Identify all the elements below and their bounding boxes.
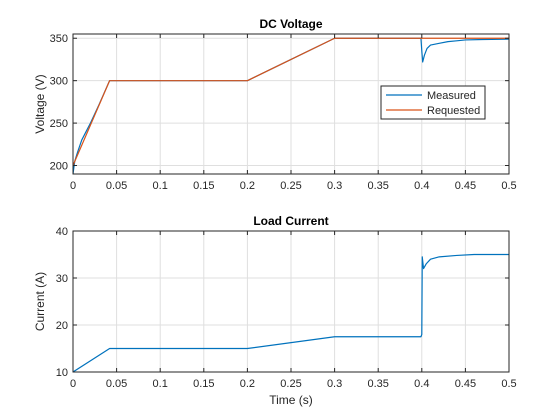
voltage-xtick-label: 0.45 xyxy=(455,180,476,192)
voltage-ylabel: Voltage (V) xyxy=(33,74,47,133)
current-title: Load Current xyxy=(253,214,328,228)
voltage-legend-box xyxy=(380,85,486,120)
voltage-xtick-label: 0.05 xyxy=(106,180,127,192)
current-xtick-label: 0.05 xyxy=(106,378,127,390)
voltage-xtick-label: 0 xyxy=(70,180,76,192)
voltage-ytick-label: 300 xyxy=(50,76,68,88)
current-xtick-label: 0.45 xyxy=(455,378,476,390)
current-xtick-label: 0.2 xyxy=(240,378,255,390)
voltage-xtick-label: 0.15 xyxy=(193,180,214,192)
current-ytick-label: 20 xyxy=(56,320,68,332)
current-xtick-label: 0.25 xyxy=(280,378,301,390)
current-xtick-label: 0.15 xyxy=(193,378,214,390)
current-xtick-label: 0.3 xyxy=(327,378,342,390)
voltage-xtick-label: 0.1 xyxy=(153,180,168,192)
voltage-legend: Measured Requested xyxy=(380,85,486,120)
current-xtick-label: 0.4 xyxy=(414,378,429,390)
voltage-title: DC Voltage xyxy=(259,17,322,31)
voltage-xtick-label: 0.2 xyxy=(240,180,255,192)
voltage-legend-label: Requested xyxy=(427,105,480,117)
voltage-xtick-label: 0.35 xyxy=(367,180,388,192)
voltage-xtick-label: 0.5 xyxy=(501,180,516,192)
voltage-legend-label: Measured xyxy=(427,90,476,102)
voltage-series-requested xyxy=(73,37,509,166)
current-ytick-label: 40 xyxy=(56,226,68,238)
current-ylabel: Current (A) xyxy=(33,272,47,331)
current-ytick-label: 30 xyxy=(56,273,68,285)
voltage-ytick-label: 200 xyxy=(50,161,68,173)
voltage-ytick-label: 350 xyxy=(50,33,68,45)
voltage-xtick-label: 0.25 xyxy=(280,180,301,192)
current-ytick-label: 10 xyxy=(56,367,68,379)
current-xtick-label: 0.35 xyxy=(367,378,388,390)
current-series-line xyxy=(73,253,509,372)
current-xtick-label: 0 xyxy=(70,378,76,390)
voltage-ytick-label: 250 xyxy=(50,118,68,130)
voltage-xtick-label: 0.4 xyxy=(414,180,429,192)
current-axes: 0 0.05 0.1 0.15 0.2 0.25 0.3 0.35 0.4 0.45 0.5 10 20… xyxy=(33,214,517,407)
current-xtick-label: 0.1 xyxy=(153,378,168,390)
current-xtick-label: 0.5 xyxy=(501,378,516,390)
voltage-xtick-label: 0.3 xyxy=(327,180,342,192)
current-xlabel: Time (s) xyxy=(269,393,313,407)
